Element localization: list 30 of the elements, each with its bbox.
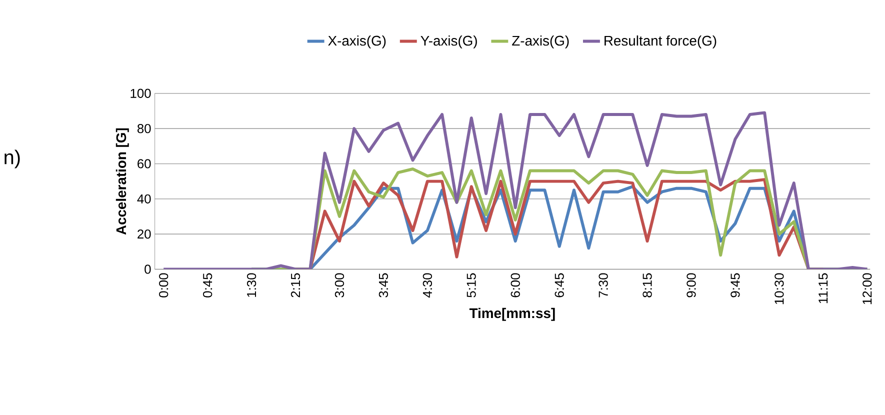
x-tick-label: 3:45: [378, 273, 388, 298]
x-tick-label: 4:30: [422, 273, 432, 298]
x-tick-label: 1:30: [246, 273, 256, 297]
legend-label: Z-axis(G): [512, 35, 569, 48]
x-tick-label: 0:00: [159, 273, 168, 298]
x-tick-label: 0:45: [202, 273, 212, 298]
x-tick-label: 12:00: [862, 273, 872, 304]
x-tick-label: 9:45: [730, 273, 740, 298]
y-tick-label: 60: [138, 159, 151, 168]
x-tick-label: 9:00: [686, 273, 696, 298]
y-tick-label: 0: [144, 264, 151, 274]
x-tick-label: 8:15: [642, 273, 652, 298]
x-tick-label: 3:00: [334, 273, 344, 298]
x-tick-label: 6:45: [554, 273, 564, 298]
y-tick-label: 20: [138, 229, 151, 239]
x-tick-label: 11:15: [818, 273, 828, 303]
legend-label: Y-axis(G): [420, 35, 477, 48]
y-tick-label: 40: [137, 194, 151, 204]
y-tick-label: 100: [130, 88, 151, 98]
x-tick-label: 2:15: [290, 273, 300, 298]
x-tick-label: 5:15: [466, 273, 476, 298]
y-tick-label: 80: [137, 124, 151, 133]
text: n): [4, 150, 20, 168]
x-tick-label: 7:30: [598, 273, 608, 298]
legend-label: Resultant force(G): [604, 35, 716, 48]
y-axis-title: Acceleration [G]: [116, 128, 129, 235]
x-tick-label: 6:00: [510, 273, 520, 298]
x-axis-title: Time[mm:ss]: [469, 308, 555, 321]
x-tick-label: 10:30: [774, 273, 784, 304]
legend-label: X-axis(G): [328, 35, 386, 48]
